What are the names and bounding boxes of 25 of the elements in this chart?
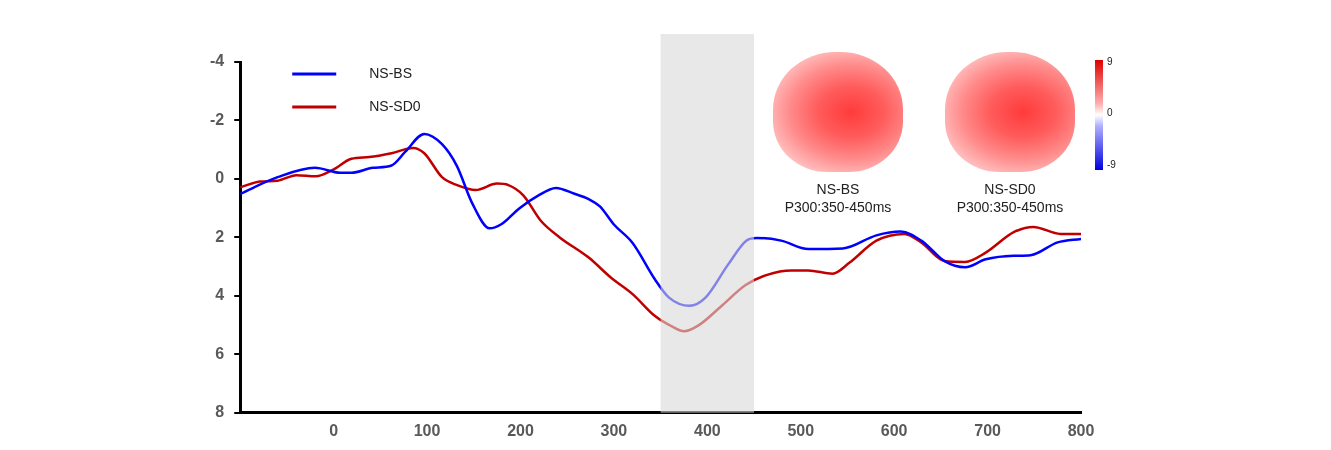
annotation: NS-SD0 P300:350-450ms bbox=[955, 180, 1065, 216]
x-tick-label: 300 bbox=[600, 421, 628, 439]
x-tick-label: 600 bbox=[880, 421, 908, 439]
y-tick-label: -2 bbox=[209, 110, 225, 128]
y-tick-label: 2 bbox=[215, 227, 225, 245]
y-tick-label: 0 bbox=[215, 169, 225, 187]
x-tick-label: 700 bbox=[974, 421, 1002, 439]
annotation: NS-BS P300:350-450ms bbox=[783, 180, 893, 216]
x-tick-label: 400 bbox=[693, 421, 721, 439]
y-tick-label: -4 bbox=[209, 52, 225, 70]
x-tick-label: 500 bbox=[787, 421, 815, 439]
text: 0 bbox=[1107, 107, 1113, 118]
legend-label: NS-SD0 bbox=[369, 97, 421, 114]
y-tick-label: 6 bbox=[215, 344, 225, 362]
legend-label: NS-BS bbox=[369, 64, 413, 81]
line-series bbox=[240, 132, 1081, 308]
y-tick-label: 8 bbox=[215, 403, 225, 421]
x-tick-label: 200 bbox=[507, 421, 534, 439]
y-tick-label: 4 bbox=[215, 286, 225, 304]
text: 9 bbox=[1107, 56, 1113, 67]
line-series bbox=[240, 146, 1081, 333]
x-tick-label: 800 bbox=[1067, 421, 1095, 439]
x-tick-label: 0 bbox=[329, 421, 339, 439]
x-tick-label: 100 bbox=[413, 421, 441, 439]
text: -9 bbox=[1107, 159, 1116, 170]
